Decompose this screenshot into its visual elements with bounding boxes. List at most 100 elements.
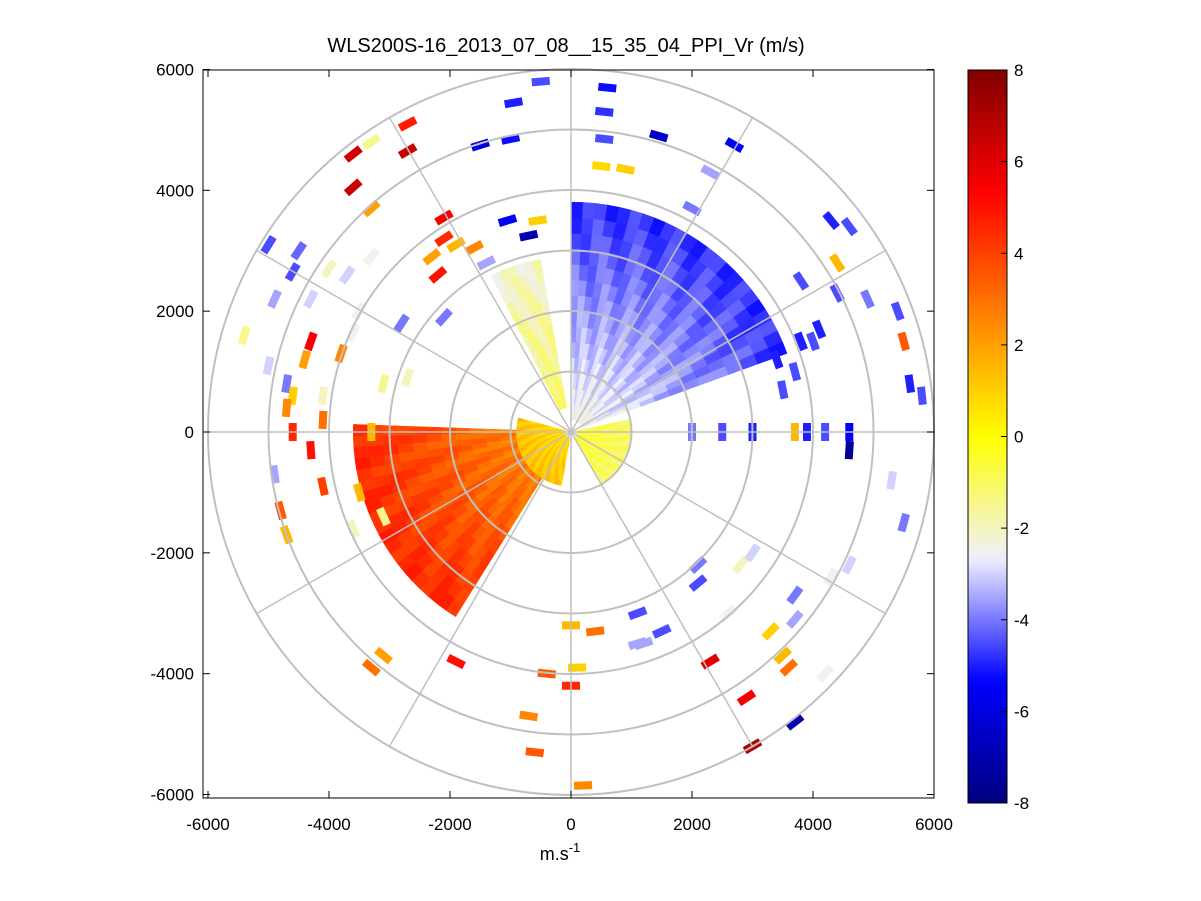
sector-cell — [411, 434, 428, 444]
sector-cell — [582, 202, 596, 220]
data-cell — [823, 567, 840, 587]
data-cell — [844, 440, 854, 460]
x-tick-label: 4000 — [794, 815, 832, 834]
data-cell — [376, 506, 391, 527]
x-tick-label: 6000 — [915, 815, 953, 834]
colorbar-tick-label: -2 — [1014, 519, 1029, 538]
data-cell — [567, 663, 587, 672]
x-tick-label: -2000 — [428, 815, 471, 834]
data-cell — [777, 380, 789, 400]
data-cell — [476, 255, 497, 271]
colorbar-tick-label: -4 — [1014, 611, 1029, 630]
data-cell — [761, 622, 780, 641]
data-cell — [651, 624, 672, 639]
data-cell — [303, 289, 319, 309]
data-cell — [573, 781, 593, 790]
data-cell — [362, 247, 381, 267]
sector-cell — [516, 434, 521, 438]
data-cell — [793, 331, 808, 352]
data-cell — [338, 265, 356, 285]
data-cell — [377, 373, 390, 394]
data-cell — [792, 271, 810, 291]
data-cell — [700, 164, 720, 180]
sector-cell — [619, 426, 624, 430]
azimuth-spoke — [256, 431, 572, 615]
sector-cell — [519, 434, 524, 438]
sector-cell — [455, 427, 472, 435]
data-cell — [594, 106, 614, 117]
data-cell — [806, 331, 820, 352]
x-axis-label-superscript: -1 — [569, 840, 581, 855]
data-cell — [262, 355, 275, 376]
colorbar-tick-label: 2 — [1014, 336, 1023, 355]
data-cell — [361, 133, 382, 151]
azimuth-spoke — [388, 431, 572, 747]
x-tick-label: -4000 — [307, 815, 350, 834]
sector-cell — [470, 433, 486, 440]
sector-cell — [581, 217, 595, 235]
y-tick-label: 0 — [185, 423, 194, 442]
data-cell — [428, 266, 448, 284]
data-cell — [890, 301, 905, 321]
data-cell — [345, 322, 361, 343]
sector-cell — [623, 425, 628, 430]
data-cell — [343, 145, 363, 163]
data-cell — [897, 331, 910, 352]
data-cell — [916, 386, 927, 406]
y-tick-label: 2000 — [156, 302, 194, 321]
sector-cell — [570, 279, 580, 296]
data-cell — [434, 230, 454, 247]
sector-cell — [411, 426, 428, 436]
sector-cell — [397, 442, 414, 454]
colorbar-tick-label: 0 — [1014, 428, 1023, 447]
data-cell — [304, 331, 318, 352]
data-cell — [306, 440, 316, 460]
data-cell — [434, 209, 454, 226]
data-cell — [317, 386, 329, 406]
data-cell — [434, 307, 453, 327]
sector-cell — [570, 201, 584, 219]
sector-cell — [352, 435, 369, 448]
sector-cell — [426, 440, 443, 450]
data-cell — [343, 178, 363, 197]
sector-cell — [531, 258, 543, 272]
sector-cell — [354, 456, 372, 471]
data-cell — [503, 97, 524, 109]
data-cell — [904, 374, 916, 394]
data-cell — [718, 604, 738, 623]
data-cell — [779, 658, 799, 677]
colorbar-ticks: 8 6 4 2 0 -2 -4 -6 -8 — [1001, 61, 1029, 813]
data-cell — [397, 143, 418, 160]
data-cell — [237, 325, 251, 346]
data-cell — [352, 482, 366, 503]
y-tick-label: 6000 — [156, 61, 194, 80]
data-cell — [281, 398, 292, 418]
data-cell — [318, 410, 328, 430]
data-cell — [290, 241, 308, 261]
data-cell — [822, 211, 840, 231]
colorbar-tick-label: -8 — [1014, 794, 1029, 813]
sector-cell — [426, 426, 442, 435]
data-cell — [531, 76, 551, 87]
plot-frame — [202, 69, 935, 799]
data-cell — [585, 626, 605, 637]
data-cell — [320, 259, 338, 279]
sector-cell — [570, 295, 579, 312]
data-cell — [422, 248, 442, 266]
data-cell — [464, 240, 485, 256]
sector-cell — [441, 433, 457, 442]
sector-cell — [570, 264, 581, 281]
data-cell — [736, 689, 757, 707]
data-cell — [886, 470, 897, 490]
colorbar — [967, 69, 1008, 804]
azimuth-spoke — [570, 117, 754, 433]
data-cell — [731, 555, 750, 575]
sector-cell — [570, 310, 578, 327]
data-cell — [769, 349, 784, 370]
sector-cell — [470, 428, 486, 435]
sector-cell — [426, 434, 442, 443]
sector-cell — [523, 433, 528, 438]
sector-cell — [485, 432, 501, 439]
data-cell — [525, 747, 545, 758]
sector-cell — [570, 217, 583, 234]
